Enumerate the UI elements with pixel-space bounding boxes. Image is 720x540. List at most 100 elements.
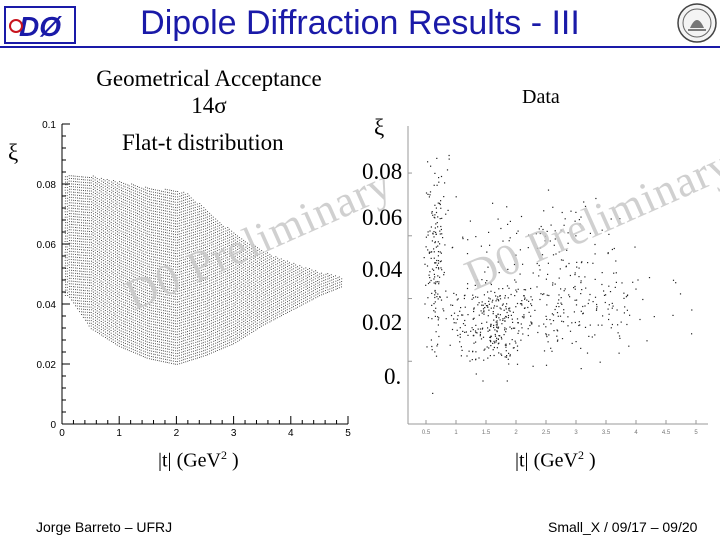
acceptance-point <box>207 259 209 261</box>
acceptance-point <box>69 272 71 274</box>
acceptance-point <box>98 209 100 210</box>
acceptance-point <box>217 339 219 341</box>
acceptance-point <box>123 323 125 325</box>
acceptance-point <box>159 357 161 359</box>
acceptance-point <box>160 236 162 238</box>
acceptance-point <box>184 261 186 263</box>
acceptance-point <box>200 221 202 223</box>
acceptance-point <box>163 231 164 233</box>
acceptance-point <box>87 298 89 300</box>
acceptance-point <box>71 261 72 263</box>
acceptance-point <box>204 301 206 302</box>
acceptance-point <box>227 337 228 339</box>
acceptance-point <box>125 208 126 209</box>
acceptance-point <box>219 222 221 224</box>
acceptance-point <box>111 316 113 318</box>
acceptance-point <box>151 256 153 258</box>
acceptance-point <box>207 243 209 245</box>
acceptance-point <box>209 334 211 336</box>
acceptance-point <box>207 224 208 226</box>
acceptance-point <box>82 311 84 313</box>
acceptance-point <box>82 176 84 178</box>
acceptance-point <box>68 277 70 279</box>
acceptance-point <box>76 305 78 307</box>
acceptance-point <box>229 309 231 311</box>
acceptance-point <box>183 270 184 272</box>
acceptance-point <box>211 276 213 278</box>
acceptance-point <box>185 256 187 257</box>
acceptance-point <box>184 285 186 287</box>
acceptance-point <box>146 203 148 205</box>
acceptance-point <box>221 288 223 290</box>
acceptance-point <box>134 266 136 268</box>
acceptance-point <box>115 184 117 185</box>
acceptance-point <box>151 356 153 357</box>
acceptance-point <box>77 308 78 310</box>
acceptance-point <box>121 249 122 251</box>
acceptance-point <box>72 175 74 177</box>
acceptance-point <box>237 294 239 296</box>
acceptance-point <box>130 296 132 298</box>
acceptance-point <box>71 221 72 223</box>
acceptance-point <box>132 273 134 275</box>
acceptance-point <box>189 357 191 359</box>
acceptance-point <box>191 294 193 296</box>
acceptance-point <box>96 315 98 317</box>
acceptance-point <box>117 279 118 281</box>
acceptance-point <box>151 275 152 276</box>
acceptance-point <box>109 196 111 198</box>
acceptance-point <box>228 258 230 260</box>
acceptance-point <box>152 202 154 204</box>
acceptance-point <box>222 285 224 287</box>
acceptance-point <box>89 231 90 232</box>
acceptance-point <box>113 312 115 314</box>
acceptance-point <box>175 336 177 338</box>
acceptance-point <box>194 323 196 325</box>
acceptance-point <box>209 350 211 352</box>
acceptance-point <box>193 329 194 331</box>
acceptance-point <box>154 194 156 196</box>
acceptance-point <box>157 273 158 275</box>
acceptance-point <box>181 314 182 315</box>
acceptance-point <box>173 293 175 295</box>
acceptance-point <box>171 352 172 354</box>
acceptance-point <box>65 276 67 278</box>
acceptance-point <box>182 348 184 350</box>
acceptance-point <box>179 271 181 273</box>
acceptance-point <box>143 299 145 301</box>
acceptance-point <box>139 281 140 283</box>
acceptance-point <box>90 179 92 181</box>
acceptance-point <box>173 198 174 200</box>
acceptance-point <box>148 231 150 233</box>
acceptance-point <box>103 279 105 280</box>
acceptance-point <box>122 328 124 330</box>
acceptance-point <box>65 192 66 194</box>
acceptance-point <box>108 253 110 255</box>
acceptance-point <box>190 343 192 345</box>
acceptance-point <box>140 355 142 357</box>
acceptance-point <box>152 221 154 223</box>
acceptance-point <box>224 227 226 229</box>
acceptance-point <box>130 197 132 198</box>
acceptance-point <box>229 344 231 346</box>
acceptance-point <box>69 194 70 196</box>
left-panel-sigma: 14σ <box>191 93 227 118</box>
acceptance-point <box>192 264 194 266</box>
acceptance-point <box>117 293 119 295</box>
acceptance-point <box>84 284 86 286</box>
acceptance-point <box>106 211 108 213</box>
acceptance-point <box>229 282 231 284</box>
acceptance-point <box>213 286 214 288</box>
acceptance-point <box>64 289 66 291</box>
acceptance-point <box>157 268 159 270</box>
acceptance-point <box>90 285 92 286</box>
acceptance-point <box>72 253 74 255</box>
acceptance-point <box>131 321 133 323</box>
acceptance-point <box>70 186 72 188</box>
acceptance-point <box>166 218 168 220</box>
acceptance-point <box>67 205 68 207</box>
acceptance-point <box>130 340 132 342</box>
acceptance-point <box>136 272 138 274</box>
acceptance-point <box>106 243 108 245</box>
acceptance-point <box>118 186 120 188</box>
